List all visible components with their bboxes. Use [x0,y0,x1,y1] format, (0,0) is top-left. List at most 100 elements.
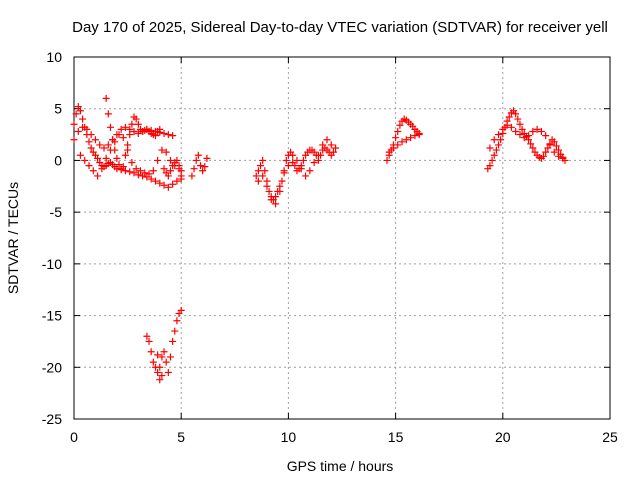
data-point [145,170,153,178]
data-point [164,183,172,191]
data-point [486,144,494,152]
data-point [124,141,132,149]
data-point [540,152,548,160]
data-point [252,172,260,180]
y-tick-label: 10 [46,49,62,65]
data-point [261,167,269,175]
data-point [169,337,177,345]
data-point [398,138,406,146]
data-point [175,162,183,170]
data-point [314,151,322,159]
data-point [147,348,155,356]
data-point [111,146,119,154]
data-point [104,110,112,118]
data-point [87,144,95,152]
data-point [552,142,560,150]
data-point [100,144,108,152]
data-point [512,110,520,118]
data-point [76,151,84,159]
data-point [94,154,102,162]
data-point [145,337,153,345]
data-point [154,156,162,164]
data-point [132,165,140,173]
plot-frame [73,56,611,420]
data-point [81,156,89,164]
data-point [199,167,207,175]
data-point [164,131,172,139]
x-axis-label: GPS time / hours [287,458,394,474]
data-point [289,158,297,166]
data-point [89,167,97,175]
data-point [177,175,185,183]
data-point [392,134,400,142]
data-point [119,163,127,171]
data-point [201,163,209,171]
x-tick-label: 5 [177,429,185,445]
data-point [128,120,136,128]
data-point [70,136,78,144]
data-point [280,169,288,177]
data-point [284,162,292,170]
data-point [113,154,121,162]
data-point [72,110,80,118]
data-point [166,353,174,361]
data-point [156,376,164,384]
data-point [136,167,144,175]
data-point [265,187,273,195]
data-point [306,167,314,175]
data-point [495,141,503,149]
data-point [254,177,262,185]
data-point [94,172,102,180]
grid-lines [74,57,610,419]
data-point [156,179,164,187]
data-point [299,156,307,164]
data-point [130,169,138,177]
data-point [166,156,174,164]
data-point [394,141,402,149]
y-tick-label: -20 [42,359,62,375]
data-point [383,156,391,164]
data-point [263,182,271,190]
data-point [173,177,181,185]
data-point [518,125,526,133]
data-point [319,141,327,149]
data-point [402,136,410,144]
data-point [546,141,554,149]
data-point [166,167,174,175]
data-point [158,372,166,380]
data-point [293,156,301,164]
data-point [158,146,166,154]
data-point [533,125,541,133]
data-point [149,358,157,366]
data-point [121,151,129,159]
data-point [194,151,202,159]
data-point [503,121,511,129]
y-tick-label: 5 [54,101,62,117]
data-point [173,317,181,325]
data-point [203,154,211,162]
data-point [411,132,419,140]
data-point [555,146,563,154]
data-point [169,132,177,140]
x-tick-label: 15 [388,429,404,445]
data-point [514,115,522,123]
data-point [102,154,110,162]
data-point [104,141,112,149]
data-point [486,162,494,170]
data-point [149,167,157,175]
data-point [126,168,134,176]
data-point [297,165,305,173]
data-point [559,154,567,162]
data-point [196,162,204,170]
data-point [555,152,563,160]
data-point [276,187,284,195]
y-axis-label: SDTVAR / TECUs [5,182,21,294]
data-point [115,161,123,169]
data-point [385,148,393,156]
data-point [499,125,507,133]
data-point [192,156,200,164]
y-tick-label: -5 [50,204,63,220]
data-point [289,151,297,159]
data-point [156,125,164,133]
data-point [147,175,155,183]
